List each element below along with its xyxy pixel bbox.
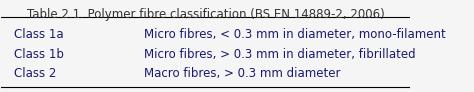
Text: Class 2: Class 2 [14, 67, 56, 80]
Text: Class 1a: Class 1a [14, 28, 63, 41]
Text: Table 2.1. Polymer fibre classification (BS EN 14889-2, 2006): Table 2.1. Polymer fibre classification … [27, 8, 384, 21]
Text: Micro fibres, < 0.3 mm in diameter, mono-filament: Micro fibres, < 0.3 mm in diameter, mono… [144, 28, 446, 41]
Text: Macro fibres, > 0.3 mm diameter: Macro fibres, > 0.3 mm diameter [144, 67, 341, 80]
Text: Micro fibres, > 0.3 mm in diameter, fibrillated: Micro fibres, > 0.3 mm in diameter, fibr… [144, 48, 416, 61]
Text: Class 1b: Class 1b [14, 48, 64, 61]
